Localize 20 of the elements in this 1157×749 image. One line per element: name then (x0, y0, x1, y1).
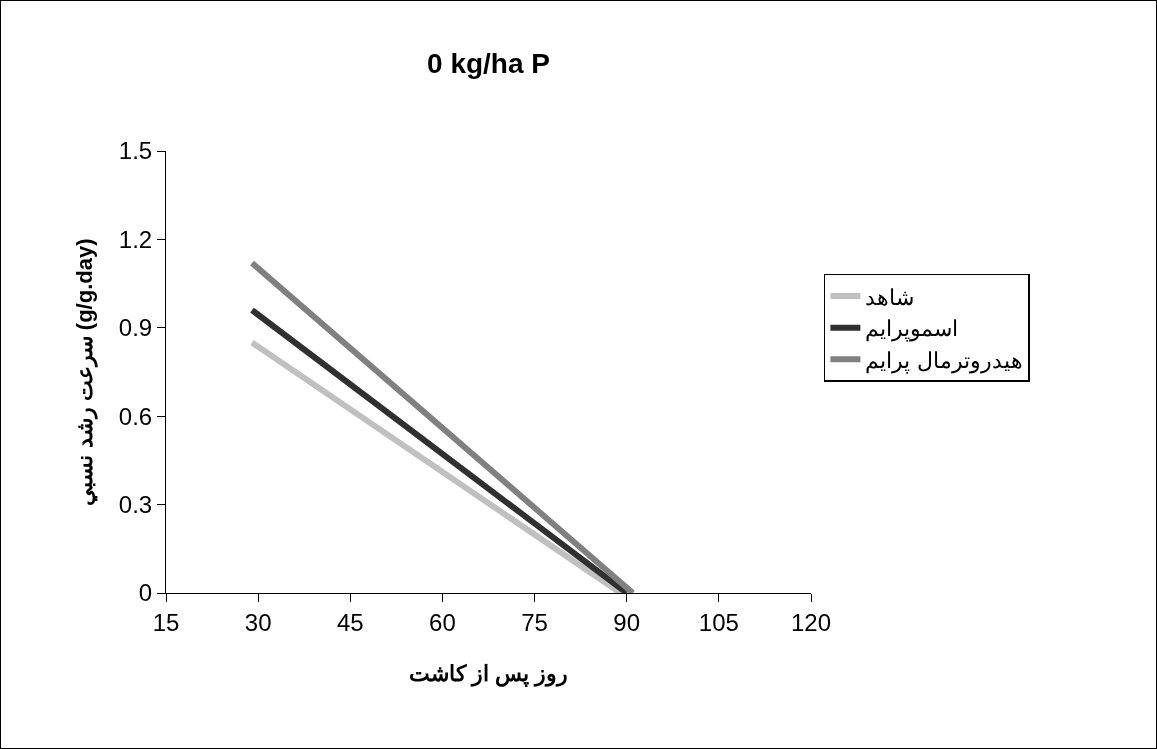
x-axis-title: روز پس از کاشت (408, 660, 569, 688)
legend-label: هيدروترمال پرايم (865, 347, 1023, 374)
x-tick-label: 60 (429, 608, 456, 636)
y-axis-title: سرعت رشد نسبي (g/g.day) (71, 238, 98, 506)
chart-title: 0 kg/ha P (427, 47, 550, 79)
x-tick-label: 120 (790, 608, 832, 636)
legend-label: شاهد (865, 284, 915, 310)
y-tick-label: 0.9 (118, 314, 153, 342)
y-tick-label: 0 (138, 579, 153, 607)
x-tick-label: 105 (698, 608, 739, 636)
legend-label: اسموپرايم (865, 316, 959, 343)
y-tick-label: 1.5 (118, 137, 153, 165)
x-tick-label: 15 (152, 608, 180, 636)
x-tick-label: 45 (336, 608, 364, 636)
x-tick-label: 30 (244, 608, 272, 636)
y-tick-label: 1.2 (118, 225, 153, 253)
x-tick-label: 90 (613, 608, 641, 636)
y-tick-label: 0.6 (118, 402, 153, 430)
y-tick-label: 0.3 (118, 491, 153, 518)
x-tick-label: 75 (521, 608, 548, 636)
